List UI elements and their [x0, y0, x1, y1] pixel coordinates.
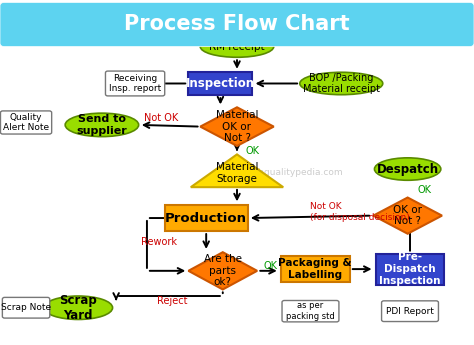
Text: Despatch: Despatch [376, 162, 439, 176]
Text: OK: OK [417, 186, 431, 195]
FancyBboxPatch shape [165, 205, 247, 231]
FancyBboxPatch shape [375, 254, 444, 285]
FancyBboxPatch shape [2, 297, 50, 318]
FancyBboxPatch shape [282, 300, 339, 322]
Text: techqualitypedia.com: techqualitypedia.com [245, 168, 343, 177]
Text: Material
OK or
Not ?: Material OK or Not ? [216, 110, 258, 143]
Ellipse shape [200, 36, 274, 57]
Text: OK: OK [263, 262, 277, 271]
Ellipse shape [44, 296, 113, 319]
Text: Not OK
(for disposal decision): Not OK (for disposal decision) [310, 203, 410, 222]
Text: Inspection: Inspection [186, 77, 255, 90]
Text: Process Flow Chart: Process Flow Chart [124, 14, 350, 34]
Text: Not OK: Not OK [144, 113, 178, 122]
Text: Material
Storage: Material Storage [216, 162, 258, 184]
Text: Quality
Alert Note: Quality Alert Note [3, 113, 49, 132]
Text: Scrap Note: Scrap Note [1, 303, 51, 312]
Text: Reject: Reject [157, 296, 187, 306]
Ellipse shape [374, 158, 441, 180]
Polygon shape [373, 197, 442, 234]
Text: Packaging &
Labelling: Packaging & Labelling [278, 258, 352, 280]
Text: as per
packing std: as per packing std [286, 302, 335, 321]
Text: RM receipt: RM receipt [209, 42, 265, 51]
Text: Production: Production [165, 211, 247, 225]
Text: Rework: Rework [141, 237, 177, 247]
Ellipse shape [300, 72, 383, 95]
FancyBboxPatch shape [189, 72, 252, 95]
Text: OK or
Not ?: OK or Not ? [393, 205, 422, 226]
Polygon shape [200, 107, 274, 146]
Text: Are the
parts
ok?: Are the parts ok? [204, 254, 242, 287]
Text: BOP /Packing
Material receipt: BOP /Packing Material receipt [303, 73, 380, 94]
FancyBboxPatch shape [281, 256, 350, 282]
FancyBboxPatch shape [105, 71, 164, 96]
Text: Pre-
Dispatch
Inspection: Pre- Dispatch Inspection [379, 253, 441, 286]
FancyBboxPatch shape [0, 2, 474, 47]
Text: OK: OK [246, 146, 260, 156]
Text: PDI Report: PDI Report [386, 307, 434, 316]
FancyBboxPatch shape [0, 111, 52, 134]
Text: Scrap
Yard: Scrap Yard [59, 294, 97, 322]
Text: Receiving
Insp. report: Receiving Insp. report [109, 74, 161, 93]
FancyBboxPatch shape [382, 301, 438, 322]
Polygon shape [188, 252, 257, 289]
Text: Send to
supplier: Send to supplier [76, 114, 128, 136]
Polygon shape [191, 155, 283, 187]
Ellipse shape [65, 113, 138, 137]
